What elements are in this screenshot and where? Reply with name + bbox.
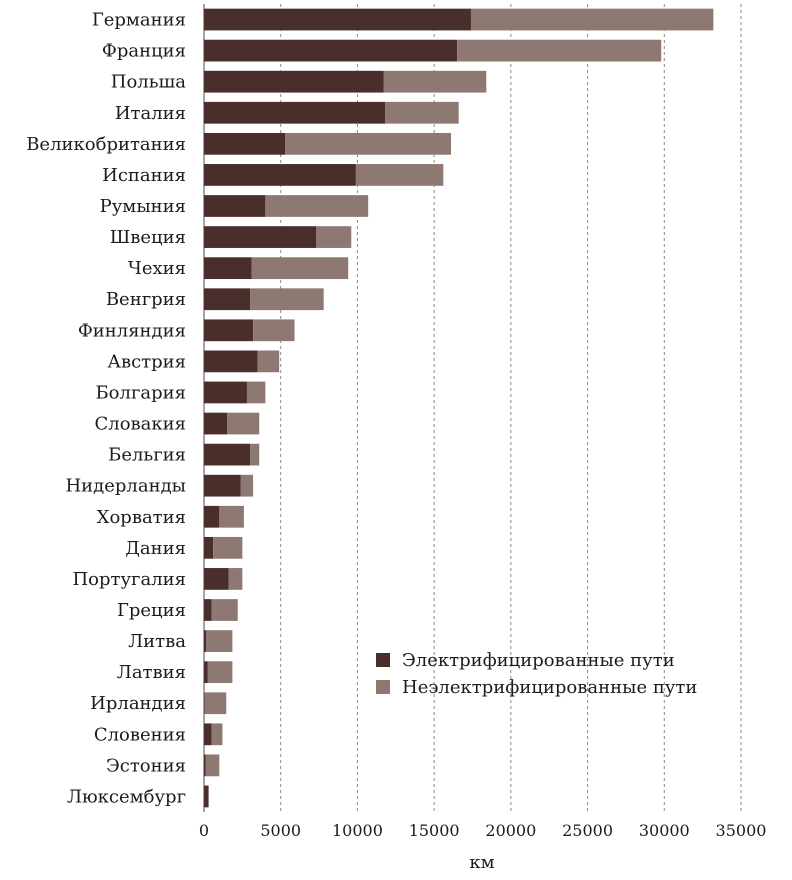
bar-electrified	[204, 101, 386, 124]
bar-electrified	[204, 754, 206, 777]
bar-electrified	[204, 288, 251, 311]
bar-electrified	[204, 723, 212, 746]
bar-non-electrified	[204, 692, 227, 715]
bar-non-electrified	[246, 381, 266, 404]
bar-non-electrified	[250, 288, 324, 311]
bar-electrified	[204, 412, 228, 435]
bar-electrified	[204, 505, 220, 528]
x-tick-label: 0	[199, 821, 209, 840]
category-label: Ирландия	[90, 693, 186, 714]
category-label: Италия	[115, 103, 186, 124]
x-tick-label: 25000	[562, 821, 613, 840]
category-label: Франция	[102, 41, 186, 62]
x-axis-title: км	[469, 852, 494, 873]
category-label: Болгария	[95, 382, 186, 403]
x-tick-label: 15000	[409, 821, 460, 840]
bar-non-electrified	[211, 599, 238, 621]
bar-non-electrified	[470, 8, 714, 31]
category-label: Словения	[94, 724, 186, 745]
bar-electrified	[204, 8, 471, 31]
legend-swatch	[376, 680, 390, 694]
bar-non-electrified	[385, 101, 459, 124]
legend: Электрифицированные пути Неэлектрифициров…	[376, 650, 697, 698]
bar-non-electrified	[213, 536, 243, 559]
bar-electrified	[204, 630, 207, 652]
bar-electrified	[204, 381, 247, 404]
category-label: Эстония	[106, 755, 186, 776]
category-label: Великобритания	[26, 134, 186, 155]
bar-non-electrified	[219, 505, 244, 528]
bar-non-electrified	[355, 164, 444, 186]
category-label: Австрия	[107, 351, 186, 372]
bar-non-electrified	[265, 195, 369, 217]
bar-electrified	[204, 164, 356, 186]
bar-electrified	[204, 195, 266, 217]
bar-electrified	[204, 350, 258, 373]
bar-electrified	[204, 132, 286, 155]
bar-non-electrified	[253, 319, 295, 342]
bar-non-electrified	[206, 630, 233, 652]
category-label: Испания	[102, 165, 186, 186]
category-label: Финляндия	[78, 320, 186, 341]
bar-non-electrified	[251, 257, 349, 280]
bar-non-electrified	[207, 661, 233, 684]
category-label: Словакия	[94, 414, 186, 435]
bar-non-electrified	[205, 754, 220, 777]
bar-electrified	[204, 443, 251, 466]
bar-electrified	[204, 599, 212, 621]
category-label: Греция	[117, 600, 186, 621]
bar-non-electrified	[250, 443, 260, 466]
bar-non-electrified	[228, 568, 243, 590]
category-label: Литва	[128, 631, 186, 652]
category-label: Португалия	[72, 569, 186, 590]
x-axis: 0 5000 10000 15000 20000 25000 30000 35000	[199, 821, 767, 840]
legend-label: Электрифицированные пути	[402, 650, 675, 671]
bar-electrified	[204, 692, 205, 715]
category-label: Чехия	[128, 258, 186, 279]
bar-non-electrified	[257, 350, 280, 373]
bar-non-electrified	[285, 132, 452, 155]
bar-non-electrified	[316, 226, 352, 248]
bar-non-electrified	[240, 474, 254, 497]
bar-non-electrified	[211, 723, 223, 746]
category-label: Латвия	[117, 662, 186, 683]
bar-electrified	[204, 70, 384, 93]
bar-electrified	[204, 785, 209, 808]
x-tick-label: 5000	[260, 821, 301, 840]
category-label: Германия	[92, 10, 186, 31]
bar-electrified	[204, 319, 254, 342]
bar-electrified	[204, 39, 458, 62]
x-tick-label: 30000	[639, 821, 690, 840]
bar-electrified	[204, 568, 229, 590]
bar-non-electrified	[227, 412, 260, 435]
category-label: Нидерланды	[65, 476, 186, 497]
category-label: Хорватия	[97, 507, 186, 528]
bar-electrified	[204, 226, 317, 248]
category-label: Румыния	[100, 196, 186, 217]
category-label: Дания	[125, 538, 186, 559]
bar-non-electrified	[457, 39, 662, 62]
bar-electrified	[204, 536, 214, 559]
legend-swatch	[376, 653, 390, 667]
bar-electrified	[204, 257, 252, 280]
category-label: Швеция	[110, 227, 186, 248]
x-tick-label: 10000	[332, 821, 383, 840]
x-tick-label: 20000	[485, 821, 536, 840]
legend-label: Неэлектрифицированные пути	[402, 677, 697, 698]
bars	[204, 8, 714, 808]
category-labels: Германия Франция Польша Италия Великобритани…	[26, 10, 186, 808]
category-label: Польша	[111, 72, 187, 93]
category-label: Бельгия	[108, 445, 186, 466]
bar-non-electrified	[383, 70, 487, 93]
bar-electrified	[204, 661, 208, 684]
category-label: Венгрия	[106, 289, 186, 310]
x-tick-label: 35000	[716, 821, 767, 840]
category-label: Люксембург	[67, 786, 186, 807]
bar-electrified	[204, 474, 241, 497]
